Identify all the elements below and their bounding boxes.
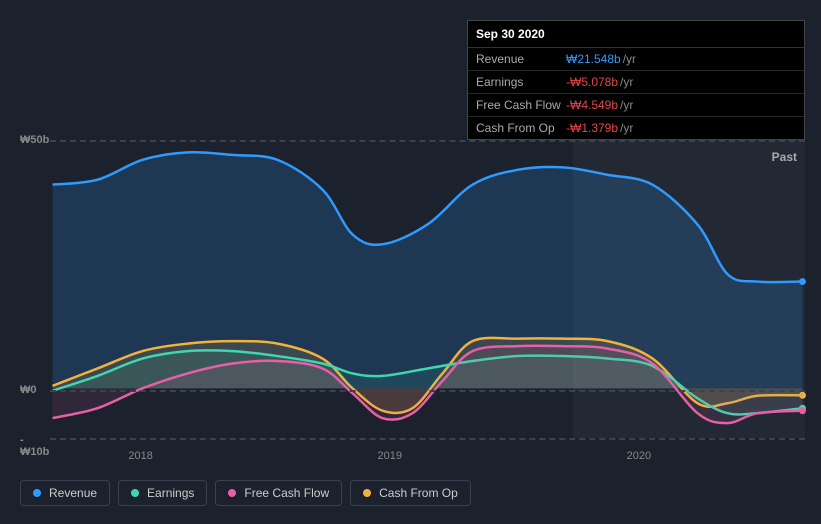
- x-tick-label: 2018: [128, 450, 152, 462]
- series-end-dot: [799, 407, 806, 414]
- tooltip-value: ₩21.548b: [566, 52, 621, 66]
- tooltip-unit: /yr: [623, 52, 636, 66]
- legend-item-cash-from-op[interactable]: Cash From Op: [350, 480, 471, 506]
- tooltip-label: Revenue: [476, 52, 566, 66]
- legend-label: Revenue: [49, 486, 97, 500]
- tooltip-unit: /yr: [620, 98, 633, 112]
- y-tick-label: -₩10b: [20, 434, 50, 458]
- tooltip-row: Earnings-₩5.078b /yr: [468, 71, 804, 94]
- legend-dot: [363, 489, 371, 497]
- legend-label: Cash From Op: [379, 486, 458, 500]
- legend-label: Earnings: [147, 486, 194, 500]
- tooltip-label: Cash From Op: [476, 121, 566, 135]
- chart-legend: Revenue Earnings Free Cash Flow Cash From O…: [20, 480, 471, 506]
- tooltip-date: Sep 30 2020: [468, 21, 804, 48]
- legend-item-revenue[interactable]: Revenue: [20, 480, 110, 506]
- legend-item-free-cash-flow[interactable]: Free Cash Flow: [215, 480, 342, 506]
- x-tick-label: 2020: [627, 450, 651, 462]
- plot-area[interactable]: Past: [50, 140, 805, 440]
- legend-dot: [131, 489, 139, 497]
- legend-dot: [228, 489, 236, 497]
- gridline: [50, 140, 805, 142]
- tooltip-unit: /yr: [620, 121, 633, 135]
- y-tick-label: ₩50b: [20, 134, 50, 146]
- tooltip-row: Revenue₩21.548b /yr: [468, 48, 804, 71]
- legend-dot: [33, 489, 41, 497]
- tooltip-row: Free Cash Flow-₩4.549b /yr: [468, 94, 804, 117]
- tooltip-value: -₩4.549b: [566, 98, 618, 112]
- tooltip-row: Cash From Op-₩1.379b /yr: [468, 117, 804, 139]
- tooltip-value: -₩5.078b: [566, 75, 618, 89]
- y-tick-label: ₩0: [20, 384, 50, 396]
- gridline: [50, 390, 805, 392]
- x-axis: 2018 2019 2020: [50, 450, 805, 470]
- x-tick-label: 2019: [378, 450, 402, 462]
- tooltip-unit: /yr: [620, 75, 633, 89]
- chart-tooltip: Sep 30 2020 Revenue₩21.548b /yrEarnings-…: [467, 20, 805, 140]
- legend-item-earnings[interactable]: Earnings: [118, 480, 207, 506]
- financials-chart: ₩50b ₩0 -₩10b Past 2018 2019 2020: [20, 120, 805, 460]
- series-end-dot: [799, 278, 806, 285]
- legend-label: Free Cash Flow: [244, 486, 329, 500]
- tooltip-label: Free Cash Flow: [476, 98, 566, 112]
- tooltip-value: -₩1.379b: [566, 121, 618, 135]
- tooltip-label: Earnings: [476, 75, 566, 89]
